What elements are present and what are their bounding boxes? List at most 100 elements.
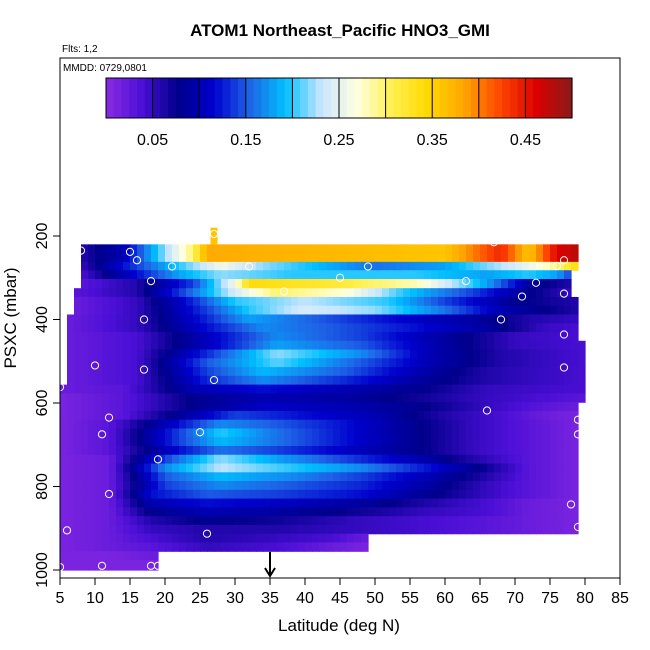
heatmap-cell: [501, 498, 509, 508]
heatmap-cell: [67, 314, 75, 324]
heatmap-cell: [557, 305, 565, 316]
heatmap-cell: [109, 270, 117, 280]
heatmap-cell: [550, 288, 558, 298]
heatmap-cell: [424, 244, 432, 263]
heatmap-cell: [67, 454, 75, 465]
heatmap-cell: [557, 270, 565, 280]
heatmap-cell: [312, 332, 320, 342]
heatmap-cell: [235, 402, 243, 412]
heatmap-cell: [179, 428, 187, 438]
heatmap-cell: [480, 375, 488, 386]
heatmap-cell: [158, 437, 166, 447]
heatmap-cell: [116, 296, 124, 307]
heatmap-cell: [284, 437, 292, 447]
heatmap-cell: [291, 288, 299, 298]
observation-marker: [363, 262, 373, 271]
heatmap-cell: [165, 314, 173, 324]
heatmap-cell: [508, 323, 516, 333]
heatmap-cell: [326, 542, 334, 552]
heatmap-cell: [144, 410, 152, 421]
heatmap-cell: [466, 349, 474, 359]
heatmap-cell: [347, 463, 355, 473]
heatmap-cell: [165, 437, 173, 447]
colorbar-swatch: [416, 78, 426, 118]
heatmap-cell: [200, 498, 208, 508]
heatmap-cell: [116, 559, 124, 571]
heatmap-cell: [249, 463, 257, 473]
heatmap-cell: [487, 340, 495, 351]
heatmap-cell: [578, 340, 586, 351]
heatmap-cell: [221, 454, 229, 465]
heatmap-cell: [130, 367, 138, 377]
heatmap-cell: [557, 296, 565, 307]
colorbar-swatch: [307, 78, 317, 118]
heatmap-cell: [480, 446, 488, 456]
heatmap-cell: [466, 375, 474, 386]
heatmap-cell: [410, 384, 418, 394]
heatmap-cell: [130, 261, 138, 271]
heatmap-cell: [235, 270, 243, 280]
heatmap-cell: [151, 524, 159, 535]
heatmap-cell: [270, 340, 278, 351]
heatmap-cell: [270, 270, 278, 280]
colorbar-swatch: [377, 78, 387, 118]
colorbar-swatch: [199, 78, 208, 118]
heatmap-cell: [417, 323, 425, 333]
heatmap-cell: [529, 340, 537, 351]
colorbar-swatch: [393, 78, 402, 118]
heatmap-cell: [396, 524, 404, 535]
heatmap-cell: [312, 340, 320, 351]
heatmap-cell: [74, 384, 82, 394]
heatmap-cell: [536, 314, 544, 324]
heatmap-cell: [368, 375, 376, 386]
heatmap-cell: [81, 489, 89, 500]
heatmap-cell: [81, 498, 89, 508]
heatmap-cell: [193, 516, 201, 526]
heatmap-cell: [312, 384, 320, 394]
heatmap-cell: [340, 428, 348, 438]
heatmap-cell: [242, 358, 250, 368]
heatmap-cell: [480, 314, 488, 324]
heatmap-cell: [536, 340, 544, 351]
heatmap-cell: [88, 384, 96, 394]
heatmap-cell: [361, 296, 369, 307]
heatmap-cell: [256, 340, 264, 351]
colorbar-swatch: [494, 78, 503, 118]
heatmap-cell: [571, 524, 579, 535]
heatmap-cell: [116, 261, 124, 271]
heatmap-cell: [564, 323, 572, 333]
colorbar-tick-label: 0.05: [137, 132, 168, 149]
heatmap-cell: [319, 349, 327, 359]
heatmap-cell: [438, 261, 446, 271]
heatmap-cell: [284, 446, 292, 456]
heatmap-cell: [256, 288, 264, 298]
heatmap-cell: [515, 305, 523, 316]
heatmap-cell: [312, 428, 320, 438]
heatmap-cell: [158, 270, 166, 280]
heatmap-cell: [340, 375, 348, 386]
heatmap-cell: [74, 446, 82, 456]
heatmap-cell: [382, 323, 390, 333]
heatmap-cell: [501, 481, 509, 491]
heatmap-cell: [564, 279, 572, 289]
heatmap-cell: [109, 542, 117, 552]
heatmap-cell: [515, 375, 523, 386]
heatmap-cell: [165, 524, 173, 535]
heatmap-cell: [102, 296, 110, 307]
heatmap-cell: [354, 270, 362, 280]
heatmap-cell: [144, 446, 152, 456]
heatmap-cell: [536, 244, 544, 263]
heatmap-cell: [382, 340, 390, 351]
heatmap-cell: [389, 454, 397, 465]
heatmap-cell: [480, 332, 488, 342]
heatmap-cell: [522, 516, 530, 526]
heatmap-cell: [550, 279, 558, 289]
heatmap-cell: [361, 524, 369, 535]
heatmap-cell: [326, 261, 334, 271]
heatmap-cell: [74, 533, 82, 544]
heatmap-cell: [172, 516, 180, 526]
heatmap-cell: [459, 323, 467, 333]
heatmap-cell: [487, 384, 495, 394]
heatmap-cell: [543, 402, 551, 412]
colorbar-swatch: [292, 78, 301, 118]
